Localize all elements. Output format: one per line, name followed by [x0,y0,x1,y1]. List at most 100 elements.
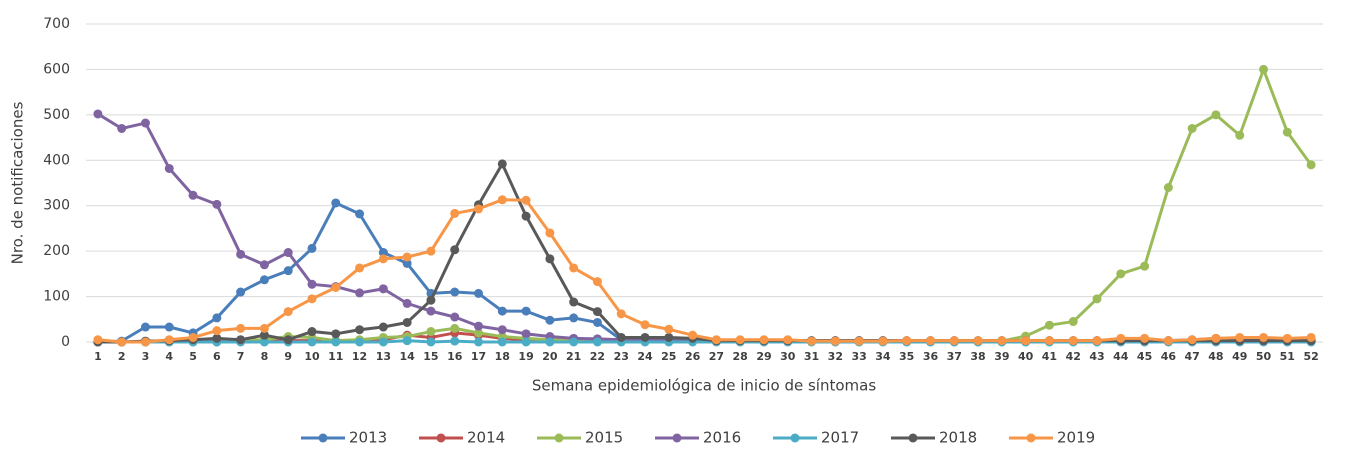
data-point [236,335,246,345]
data-point [521,195,531,205]
x-tick-label: 44 [1113,350,1129,363]
data-point [1140,333,1150,343]
legend-label: 2017 [821,429,859,447]
data-point [93,335,103,345]
data-point [949,336,959,346]
legend-label: 2016 [703,429,741,447]
x-axis-label: Semana epidemiológica de inicio de sínto… [532,377,876,395]
data-point [878,336,888,346]
x-tick-label: 38 [970,350,985,363]
data-point [759,335,769,345]
data-point [259,330,269,340]
data-point [236,323,246,333]
data-point [474,337,484,347]
y-tick-label: 700 [43,16,70,32]
data-point [117,123,127,133]
x-tick-label: 48 [1208,350,1223,363]
x-tick-label: 37 [947,350,962,363]
data-point [497,195,507,205]
data-point [1092,294,1102,304]
x-tick-label: 7 [237,350,245,363]
data-point [378,337,388,347]
data-point [140,337,150,347]
data-point [259,337,269,347]
data-point [1163,336,1173,346]
data-point [521,337,531,347]
data-point [450,208,460,218]
data-point [1092,336,1102,346]
data-point [735,335,745,345]
data-point [331,282,341,292]
data-point [212,313,222,323]
legend-marker [908,433,918,443]
x-tick-label: 39 [994,350,1009,363]
data-point [1235,332,1245,342]
x-tick-label: 21 [566,350,581,363]
data-point [283,248,293,258]
data-point [307,327,317,337]
data-point [545,228,555,238]
x-tick-label: 9 [284,350,292,363]
data-point [1044,336,1054,346]
data-point [664,324,674,334]
x-tick-label: 28 [733,350,748,363]
series-line [97,112,1312,343]
data-point [283,266,293,276]
y-tick-label: 400 [43,152,70,168]
data-point [331,337,341,347]
data-point [307,294,317,304]
series-line [97,198,1312,344]
x-tick-label: 41 [1042,350,1057,363]
data-point [140,118,150,128]
data-point [973,336,983,346]
data-point [355,325,365,335]
data-point [164,335,174,345]
data-point [569,313,579,323]
data-point [450,245,460,255]
data-point [1187,335,1197,345]
x-tick-label: 36 [923,350,939,363]
data-point [640,320,650,330]
x-tick-label: 26 [685,350,701,363]
data-point [426,246,436,256]
legend-marker [672,433,682,443]
y-tick-label: 0 [61,334,70,350]
x-tick-label: 4 [165,350,173,363]
legend-marker [554,433,564,443]
data-point [426,337,436,347]
data-point [474,288,484,298]
data-point [402,298,412,308]
data-point [426,306,436,316]
data-point [140,322,150,332]
x-tick-label: 29 [756,350,771,363]
data-point [402,336,412,346]
data-point [164,322,174,332]
data-point [450,336,460,346]
x-tick-label: 15 [423,350,438,363]
data-point [902,336,912,346]
data-point [592,307,602,317]
data-point [1211,110,1221,120]
data-point [497,325,507,335]
data-point [854,336,864,346]
x-tick-label: 45 [1137,350,1152,363]
data-point [307,337,317,347]
data-point [783,335,793,345]
x-tick-label: 33 [851,350,866,363]
legend-marker [318,433,328,443]
legend-label: 2019 [1057,429,1095,447]
data-point [545,315,555,325]
data-point [259,323,269,333]
data-point [830,336,840,346]
data-point [474,321,484,331]
data-point [569,297,579,307]
legend-marker [1026,433,1036,443]
x-tick-label: 47 [1185,350,1200,363]
x-tick-label: 3 [142,350,150,363]
data-point [450,312,460,322]
data-point [307,243,317,253]
data-point [664,332,674,342]
x-tick-label: 46 [1161,350,1177,363]
data-point [545,337,555,347]
x-tick-label: 24 [637,350,653,363]
